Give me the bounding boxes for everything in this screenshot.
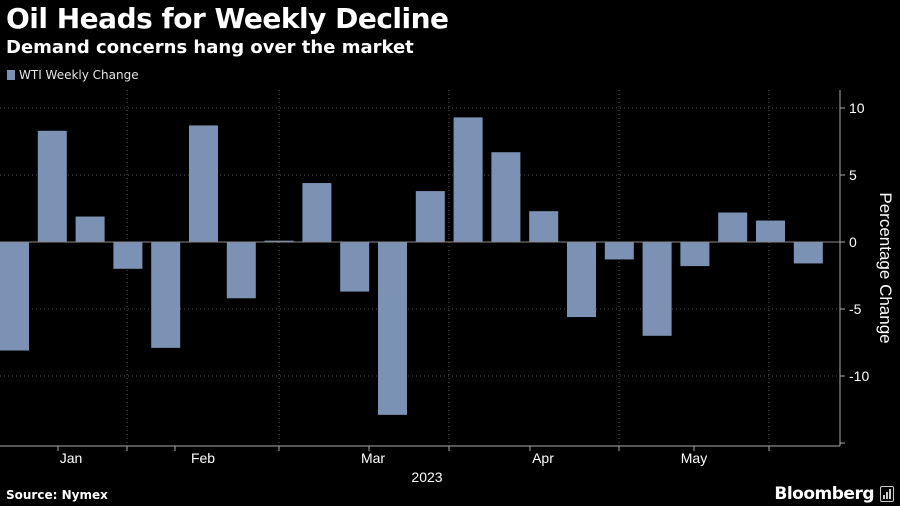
- y-axis-title: Percentage Change: [876, 192, 895, 343]
- bar: [567, 242, 596, 318]
- chart-title: Oil Heads for Weekly Decline: [6, 2, 449, 35]
- bar: [756, 220, 785, 242]
- bar: [529, 211, 559, 242]
- x-tick-label: Mar: [361, 450, 385, 466]
- x-tick-label: Jan: [60, 450, 83, 466]
- chart-icon: [880, 486, 894, 502]
- y-tick-label: 0: [849, 234, 857, 250]
- legend-label: WTI Weekly Change: [19, 68, 139, 82]
- bar: [37, 130, 67, 242]
- bar: [378, 242, 407, 415]
- bar: [642, 242, 672, 336]
- x-year-label: 2023: [411, 469, 442, 485]
- y-tick-label: 10: [849, 100, 865, 116]
- chart-subtitle: Demand concerns hang over the market: [6, 37, 414, 58]
- bar: [718, 212, 748, 242]
- y-tick-label: -5: [849, 301, 862, 317]
- bar: [415, 191, 445, 242]
- bar: [604, 242, 634, 260]
- bar: [491, 152, 521, 242]
- bar: [793, 242, 823, 264]
- bar: [264, 240, 294, 242]
- bar: [75, 216, 105, 242]
- x-tick-label: Apr: [532, 450, 554, 466]
- bar: [302, 183, 332, 242]
- legend-swatch: [7, 70, 15, 80]
- legend: WTI Weekly Change: [7, 68, 139, 82]
- x-tick-label: Feb: [191, 450, 215, 466]
- y-tick-label: -10: [849, 368, 869, 384]
- bar: [151, 242, 181, 348]
- x-tick-label: May: [681, 450, 707, 466]
- bar: [453, 117, 483, 242]
- bar: [189, 125, 218, 242]
- bar: [0, 242, 29, 351]
- bar: [113, 242, 143, 269]
- source-note: Source: Nymex: [6, 488, 108, 502]
- bar: [680, 242, 710, 267]
- brand-logo: Bloomberg: [774, 484, 874, 504]
- bar: [226, 242, 256, 299]
- y-tick-label: 5: [849, 167, 857, 183]
- bar: [340, 242, 370, 292]
